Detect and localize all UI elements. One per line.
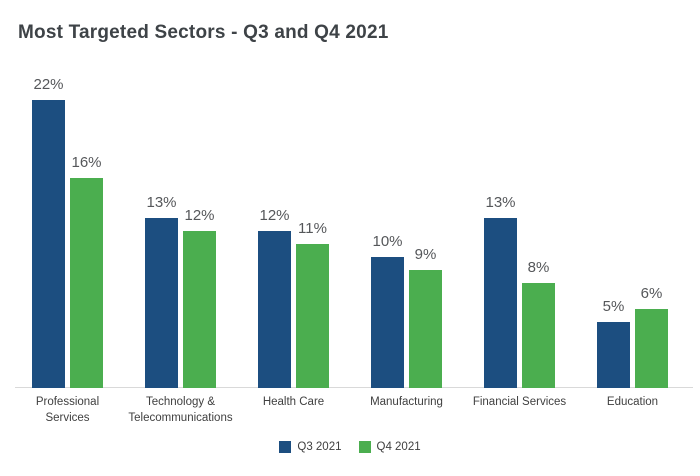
- legend: Q3 2021 Q4 2021: [0, 441, 700, 454]
- x-tick-label-financial-services: Financial Services: [472, 396, 567, 408]
- legend-label: Q4 2021: [376, 441, 421, 454]
- bar-column: 12%: [183, 207, 216, 388]
- bar-value-label: 6%: [640, 285, 663, 302]
- x-axis-line: [15, 387, 693, 388]
- bar-q4-2021-health-care: [296, 244, 329, 388]
- bar-column: 6%: [635, 285, 668, 388]
- x-tick-label-professional-services: Professional Services: [35, 396, 100, 424]
- legend-swatch-icon: [279, 441, 292, 454]
- bar-group-financial-services: 13% 8%: [463, 194, 576, 388]
- bar-column: 22%: [32, 76, 65, 388]
- bar-value-label: 10%: [372, 233, 403, 250]
- bar-value-label: 13%: [146, 194, 177, 211]
- bar-group-technology-telecommunications: 13% 12%: [124, 194, 237, 388]
- bar-column: 9%: [409, 246, 442, 388]
- bar-value-label: 8%: [527, 259, 550, 276]
- bar-group-professional-services: 22% 16%: [11, 76, 124, 388]
- legend-label: Q3 2021: [297, 441, 342, 454]
- bar-column: 16%: [70, 154, 103, 388]
- bar-group-health-care: 12% 11%: [237, 207, 350, 388]
- x-tick-label-health-care: Health Care: [262, 396, 325, 408]
- bar-value-label: 16%: [71, 154, 102, 171]
- bar-column: 13%: [145, 194, 178, 388]
- x-tick-label-education: Education: [606, 396, 659, 408]
- bar-q3-2021-health-care: [258, 231, 291, 388]
- bar-column: 11%: [296, 220, 329, 388]
- chart-container: Most Targeted Sectors - Q3 and Q4 2021 2…: [0, 20, 700, 454]
- bar-group-education: 5% 6%: [576, 285, 689, 388]
- bar-column: 12%: [258, 207, 291, 388]
- bar-column: 10%: [371, 233, 404, 388]
- bar-value-label: 11%: [298, 220, 327, 237]
- bar-column: 5%: [597, 298, 630, 388]
- bar-column: 13%: [484, 194, 517, 388]
- bar-group-manufacturing: 10% 9%: [350, 233, 463, 388]
- bar-value-label: 12%: [259, 207, 290, 224]
- bar-value-label: 22%: [33, 76, 64, 93]
- bar-column: 8%: [522, 259, 555, 388]
- x-tick-label-manufacturing: Manufacturing: [370, 396, 443, 408]
- bar-value-label: 13%: [485, 194, 516, 211]
- legend-item-q3-2021: Q3 2021: [279, 441, 342, 454]
- x-tick-label-technology-telecommunications: Technology & Telecommunications: [128, 396, 233, 424]
- bar-value-label: 12%: [184, 207, 215, 224]
- plot-area: 22% 16% 13% 12% 12% 11% 10% 9% 13% 8% 5% 6%: [11, 46, 693, 388]
- legend-swatch-icon: [358, 441, 371, 454]
- bar-q3-2021-professional-services: [32, 100, 65, 388]
- chart-title: Most Targeted Sectors - Q3 and Q4 2021: [18, 22, 389, 43]
- legend-item-q4-2021: Q4 2021: [358, 441, 421, 454]
- bar-q4-2021-manufacturing: [409, 270, 442, 388]
- bar-q4-2021-financial-services: [522, 283, 555, 388]
- x-axis-tick-labels: Professional Services Technology & Teleco…: [11, 395, 689, 426]
- bar-value-label: 5%: [602, 298, 625, 315]
- bar-q4-2021-education: [635, 309, 668, 388]
- bar-q3-2021-education: [597, 322, 630, 388]
- bar-q3-2021-manufacturing: [371, 257, 404, 388]
- bar-q3-2021-financial-services: [484, 218, 517, 388]
- bar-q4-2021-professional-services: [70, 178, 103, 388]
- bar-q3-2021-technology-telecommunications: [145, 218, 178, 388]
- bar-q4-2021-technology-telecommunications: [183, 231, 216, 388]
- bar-value-label: 9%: [414, 246, 437, 263]
